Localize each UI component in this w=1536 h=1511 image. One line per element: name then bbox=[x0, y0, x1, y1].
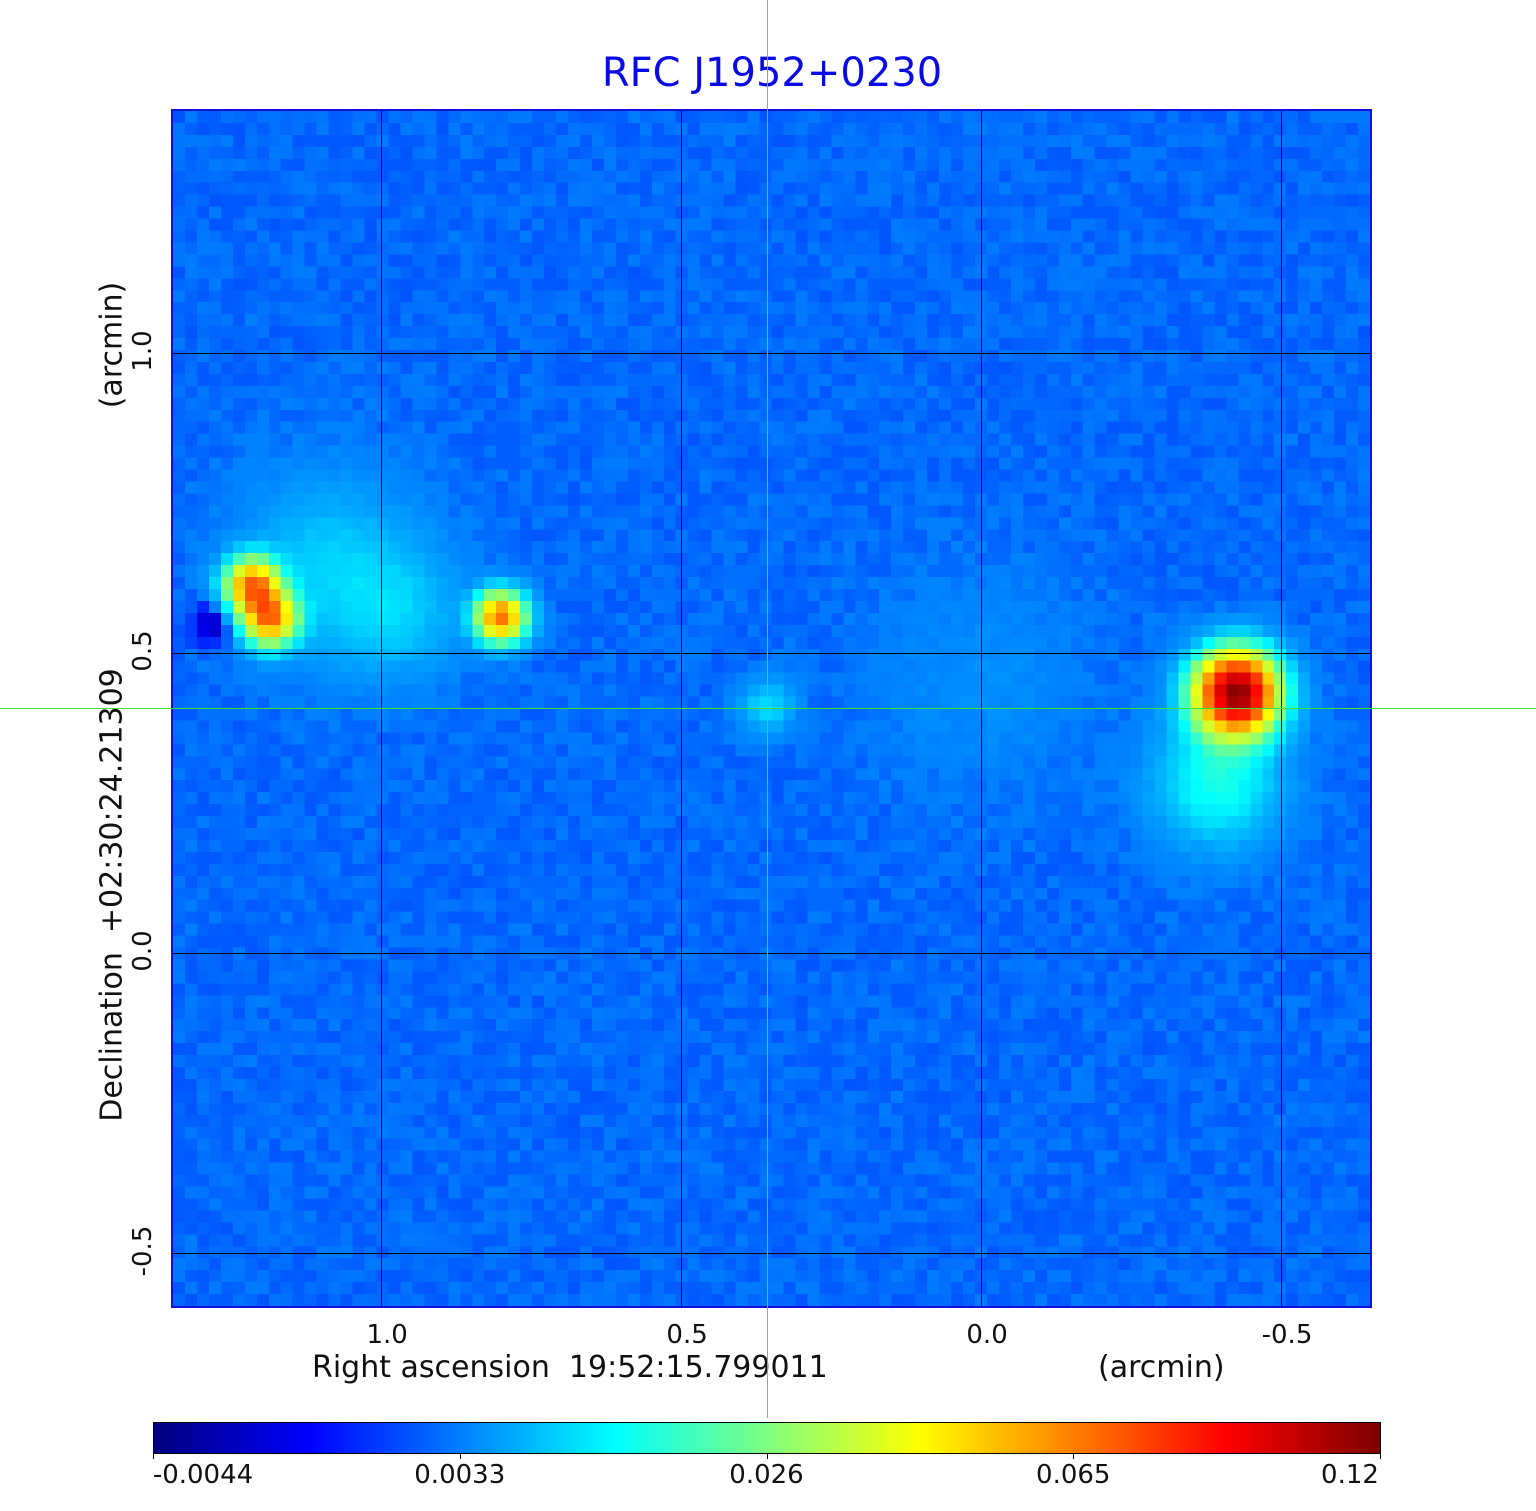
grid-line-y bbox=[173, 652, 1370, 654]
colorbar bbox=[153, 1422, 1381, 1454]
y-tick-label: 0.5 bbox=[128, 630, 158, 672]
colorbar-tick-mark bbox=[459, 1453, 461, 1459]
colorbar-tick-label: 0.026 bbox=[729, 1460, 804, 1490]
y-axis-label: Declination +02:30:24.21309 bbox=[94, 668, 130, 1122]
x-tick-label: 0.0 bbox=[966, 1320, 1008, 1350]
chart-title: RFC J1952+0230 bbox=[601, 50, 943, 96]
x-axis-label: Right ascension 19:52:15.799011 bbox=[312, 1350, 828, 1385]
colorbar-tick-mark bbox=[1073, 1453, 1075, 1459]
x-axis-unit: (arcmin) bbox=[1098, 1350, 1225, 1385]
crosshair-vertical bbox=[767, 0, 769, 1418]
x-tick-label: -0.5 bbox=[1261, 1320, 1313, 1350]
y-tick-label: 0.0 bbox=[128, 930, 158, 972]
y-tick-label: 1.0 bbox=[128, 330, 158, 372]
grid-line-y bbox=[173, 1252, 1370, 1254]
x-tick-label: 1.0 bbox=[366, 1320, 408, 1350]
colorbar-tick-mark bbox=[1380, 1453, 1381, 1459]
colorbar-tick-label: -0.0044 bbox=[152, 1460, 254, 1490]
x-tick-label: 0.5 bbox=[666, 1320, 708, 1350]
colorbar-tick-label: 0.065 bbox=[1036, 1460, 1111, 1490]
y-axis-unit: (arcmin) bbox=[94, 281, 130, 409]
colorbar-tick-mark bbox=[153, 1453, 154, 1459]
y-tick-label: -0.5 bbox=[128, 1225, 158, 1277]
colorbar-tick-label: 0.12 bbox=[1321, 1460, 1379, 1490]
crosshair-horizontal bbox=[0, 707, 1536, 709]
colorbar-tick-mark bbox=[766, 1453, 768, 1459]
colorbar-tick-label: 0.0033 bbox=[414, 1460, 506, 1490]
grid-line-y bbox=[173, 352, 1370, 354]
grid-line-y bbox=[173, 952, 1370, 954]
